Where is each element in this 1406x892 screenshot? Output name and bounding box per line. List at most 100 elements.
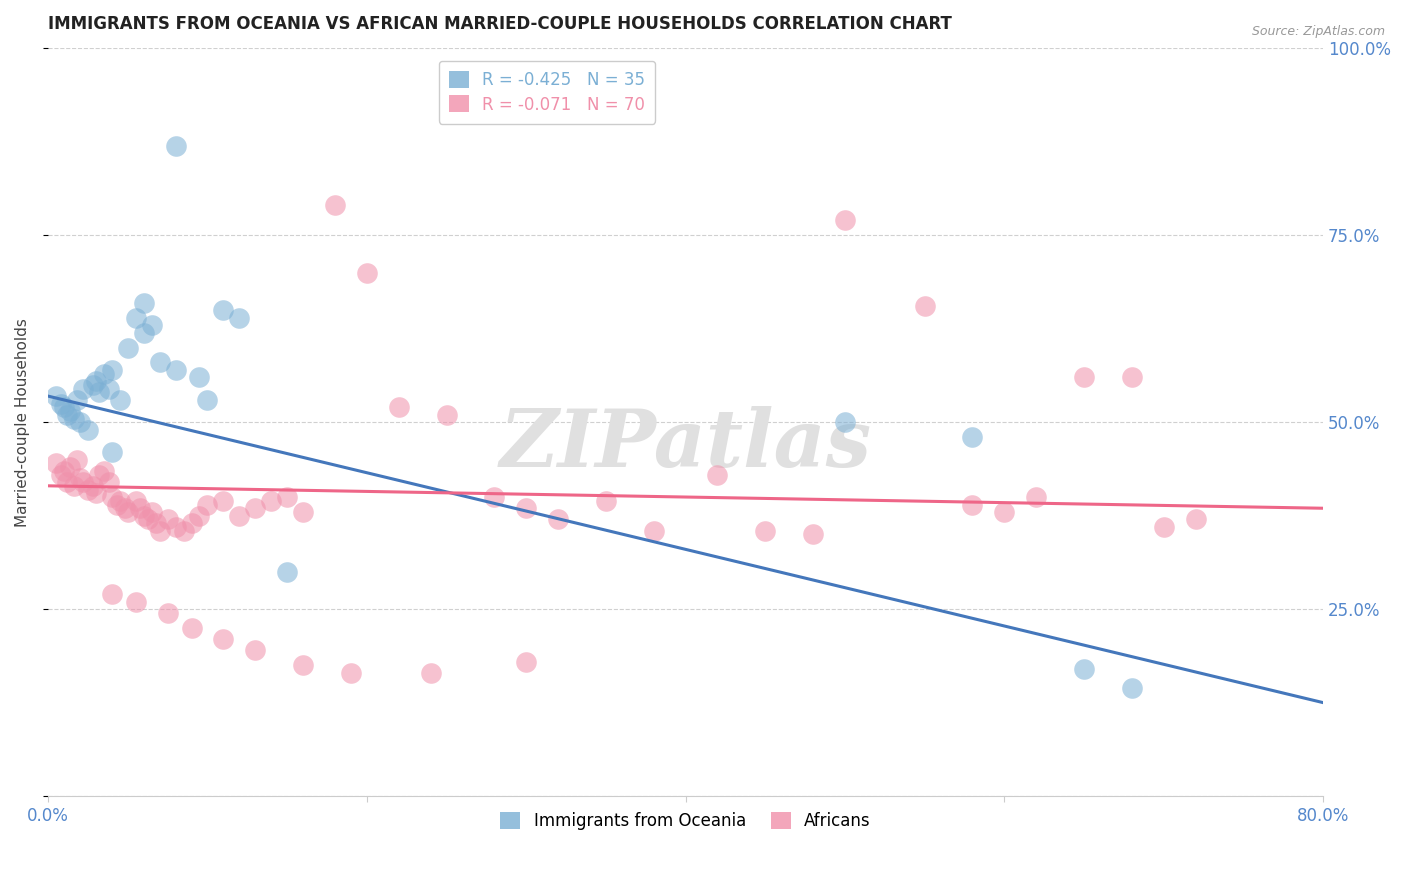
Point (97, 475, 120, 489)
Point (101, 587, 124, 601)
Point (1121, 681, 1143, 695)
Point (149, 355, 172, 369)
Point (125, 595, 148, 609)
Point (56, 475, 79, 489)
Point (77, 483, 100, 497)
Point (138, 512, 160, 526)
Point (69, 471, 91, 485)
Point (340, 665, 363, 680)
Point (180, 516, 202, 531)
Point (1073, 370, 1095, 384)
Point (388, 401, 411, 415)
Point (49, 467, 72, 482)
Point (228, 508, 250, 523)
Point (419, 665, 441, 680)
Point (1121, 370, 1143, 384)
Point (125, 493, 148, 508)
Point (87, 467, 110, 482)
Point (212, 303, 235, 318)
Point (292, 505, 315, 519)
Point (132, 326, 155, 340)
Point (993, 505, 1015, 519)
Point (59, 460, 82, 475)
Point (165, 138, 187, 153)
Point (212, 632, 235, 646)
Point (56, 408, 79, 422)
Point (228, 310, 250, 325)
Point (165, 363, 187, 377)
Point (114, 501, 136, 516)
Point (914, 299, 936, 313)
Text: ZIPatlas: ZIPatlas (499, 406, 872, 483)
Point (356, 266, 378, 280)
Point (129, 501, 152, 516)
Point (188, 508, 211, 523)
Point (97, 382, 120, 396)
Text: IMMIGRANTS FROM OCEANIA VS AFRICAN MARRIED-COUPLE HOUSEHOLDS CORRELATION CHART: IMMIGRANTS FROM OCEANIA VS AFRICAN MARRI… (48, 15, 952, 33)
Point (1153, 520, 1175, 534)
Point (93, 464, 115, 478)
Point (834, 213, 856, 227)
Point (82, 377, 104, 392)
Point (245, 643, 267, 657)
Point (165, 520, 187, 534)
Point (156, 512, 179, 526)
Point (132, 508, 155, 523)
Point (292, 658, 315, 673)
Point (197, 498, 219, 512)
Point (108, 493, 131, 508)
Point (66, 392, 89, 407)
Point (197, 392, 219, 407)
Point (595, 493, 617, 508)
Point (1025, 490, 1047, 504)
Point (834, 415, 856, 429)
Point (173, 524, 195, 538)
Point (156, 606, 179, 620)
Legend: Immigrants from Oceania, Africans: Immigrants from Oceania, Africans (494, 805, 877, 837)
Point (45, 456, 67, 470)
Y-axis label: Married-couple Households: Married-couple Households (15, 318, 30, 526)
Point (962, 430, 984, 444)
Point (484, 490, 506, 504)
Point (53, 464, 76, 478)
Point (141, 505, 163, 519)
Point (1073, 662, 1095, 676)
Point (45, 389, 67, 403)
Point (84, 486, 107, 500)
Point (643, 524, 665, 538)
Point (101, 445, 124, 459)
Point (132, 295, 155, 310)
Point (84, 374, 107, 388)
Point (72, 475, 94, 489)
Point (801, 527, 824, 541)
Point (180, 621, 202, 635)
Point (436, 408, 458, 422)
Point (101, 490, 124, 504)
Point (62, 411, 84, 425)
Point (101, 363, 124, 377)
Point (1184, 512, 1206, 526)
Point (962, 498, 984, 512)
Point (117, 341, 139, 355)
Point (276, 565, 298, 579)
Point (245, 501, 267, 516)
Point (59, 404, 82, 418)
Point (82, 479, 104, 493)
Text: Source: ZipAtlas.com: Source: ZipAtlas.com (1251, 25, 1385, 38)
Point (49, 396, 72, 410)
Point (108, 392, 131, 407)
Point (754, 524, 776, 538)
Point (66, 452, 89, 467)
Point (515, 501, 537, 516)
Point (149, 524, 172, 538)
Point (323, 198, 346, 212)
Point (77, 423, 100, 437)
Point (117, 505, 139, 519)
Point (276, 490, 298, 504)
Point (141, 318, 163, 332)
Point (105, 498, 128, 512)
Point (125, 310, 148, 325)
Point (93, 367, 115, 381)
Point (87, 385, 110, 400)
Point (260, 493, 283, 508)
